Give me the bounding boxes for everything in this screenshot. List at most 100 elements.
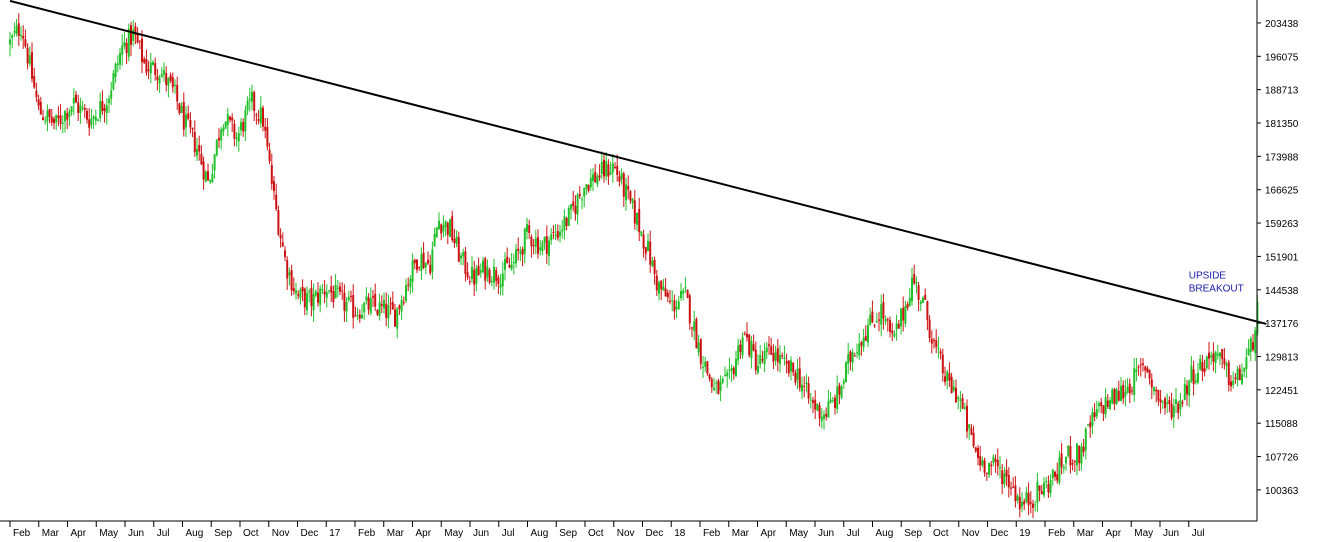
candle-body bbox=[275, 194, 278, 210]
candle-body bbox=[400, 299, 403, 312]
y-tick-label: 173988 bbox=[1265, 152, 1299, 163]
candle-body bbox=[471, 266, 473, 280]
candle-body bbox=[1245, 357, 1248, 369]
x-tick-label: Jul bbox=[847, 528, 860, 539]
candle-body bbox=[548, 240, 550, 256]
candle-body bbox=[578, 193, 581, 197]
candle-body bbox=[732, 367, 735, 375]
candle-body bbox=[765, 347, 768, 353]
candle-body bbox=[528, 225, 531, 233]
candle-body bbox=[952, 386, 955, 391]
candle-body bbox=[772, 353, 775, 362]
candle-body bbox=[48, 109, 51, 117]
candle-body bbox=[823, 414, 825, 419]
candle-body bbox=[754, 349, 757, 371]
y-tick-label: 129813 bbox=[1265, 352, 1299, 363]
candle-body bbox=[1135, 369, 1138, 373]
candle-body bbox=[191, 127, 194, 130]
candle-body bbox=[1144, 366, 1147, 371]
candle-body bbox=[801, 384, 803, 392]
candle-body bbox=[739, 344, 742, 353]
candle-body bbox=[873, 325, 876, 327]
candle-body bbox=[1183, 383, 1186, 401]
candle-body bbox=[279, 235, 282, 239]
candle-body bbox=[460, 255, 462, 259]
candle-body bbox=[376, 310, 379, 315]
candle-body bbox=[1230, 381, 1232, 387]
candle-body bbox=[803, 385, 806, 387]
x-tick-label: Aug bbox=[531, 528, 549, 539]
candle-body bbox=[809, 399, 812, 401]
y-tick-label: 100363 bbox=[1265, 486, 1299, 497]
candle-body bbox=[1032, 503, 1034, 508]
candle-body bbox=[90, 118, 93, 126]
candle-body bbox=[473, 269, 476, 285]
candle-body bbox=[1014, 485, 1017, 502]
candle-body bbox=[671, 300, 674, 302]
candle-body bbox=[933, 340, 935, 342]
candle-body bbox=[405, 285, 407, 301]
candle-body bbox=[752, 344, 755, 351]
candle-body bbox=[1078, 445, 1081, 464]
candle-body bbox=[1208, 352, 1210, 359]
candle-body bbox=[572, 201, 575, 207]
candle-body bbox=[420, 254, 423, 271]
candle-body bbox=[306, 292, 308, 311]
candle-body bbox=[1155, 389, 1158, 392]
candle-body bbox=[211, 173, 214, 182]
x-tick-label: Dec bbox=[301, 528, 319, 539]
candle-body bbox=[1049, 480, 1052, 494]
candle-body bbox=[9, 39, 11, 45]
candle-body bbox=[603, 159, 605, 177]
candle-body bbox=[574, 205, 577, 214]
candle-body bbox=[17, 23, 20, 37]
candle-body bbox=[33, 75, 36, 88]
candle-body bbox=[336, 287, 339, 289]
candle-body bbox=[609, 172, 612, 175]
candle-body bbox=[1018, 497, 1021, 510]
annotations-group: UPSIDE BREAKOUT bbox=[1189, 271, 1244, 295]
candle-body bbox=[512, 261, 515, 264]
x-tick-label: Jun bbox=[473, 528, 489, 539]
candle-body bbox=[1168, 400, 1171, 405]
candle-body bbox=[187, 113, 190, 119]
candle-body bbox=[1023, 501, 1026, 505]
x-tick-label: Apr bbox=[1106, 528, 1122, 539]
candle-body bbox=[264, 126, 267, 131]
candle-body bbox=[1247, 348, 1250, 356]
candle-body bbox=[576, 194, 579, 215]
candle-body bbox=[37, 99, 40, 106]
candle-body bbox=[1241, 374, 1243, 384]
candle-body bbox=[966, 405, 968, 432]
candle-body bbox=[842, 380, 845, 384]
candle-body bbox=[486, 266, 489, 278]
candle-body bbox=[72, 97, 75, 104]
candle-body bbox=[387, 305, 390, 319]
candle-body bbox=[1115, 388, 1118, 404]
x-tick-label: Jul bbox=[1192, 528, 1205, 539]
candle-body bbox=[691, 327, 693, 329]
candle-body bbox=[761, 359, 764, 361]
candle-body bbox=[50, 116, 53, 123]
x-tick-label: Feb bbox=[1048, 528, 1066, 539]
candle-body bbox=[1021, 501, 1023, 507]
candle-body bbox=[449, 219, 451, 237]
candle-body bbox=[1186, 385, 1188, 395]
candle-body bbox=[1221, 348, 1224, 359]
candle-body bbox=[1148, 369, 1151, 379]
candle-body bbox=[1243, 368, 1246, 372]
candle-body bbox=[640, 231, 643, 236]
y-tick-label: 122451 bbox=[1265, 386, 1299, 397]
candle-body bbox=[688, 295, 691, 324]
candle-body bbox=[970, 428, 973, 435]
candle-body bbox=[105, 105, 108, 114]
candle-body bbox=[653, 259, 656, 274]
candle-body bbox=[1254, 330, 1257, 354]
candle-body bbox=[418, 266, 421, 268]
candle-body bbox=[891, 330, 894, 334]
candle-body bbox=[629, 191, 632, 201]
candle-body bbox=[614, 166, 616, 168]
candle-body bbox=[644, 247, 647, 254]
y-tick-label: 151901 bbox=[1265, 252, 1299, 263]
candle-body bbox=[46, 110, 49, 122]
